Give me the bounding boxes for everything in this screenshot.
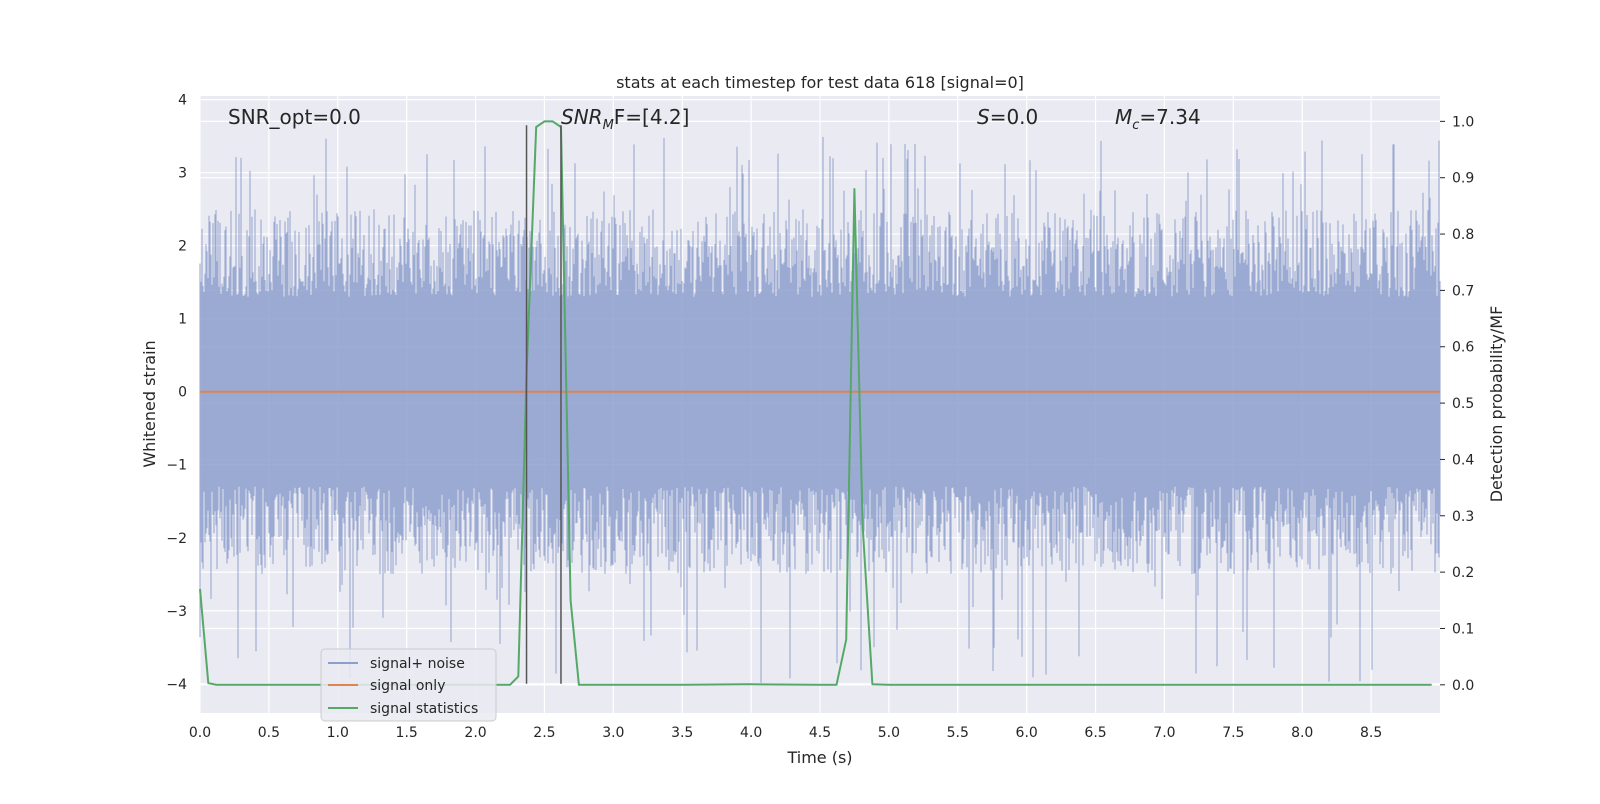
y2-tick-label: 0.8 [1452,227,1474,243]
x-tick-label: 8.5 [1360,725,1382,741]
x-tick-label: 5.5 [947,725,969,741]
y2-tick-label: 0.0 [1452,678,1474,694]
y2-tick-label: 0.6 [1452,340,1474,356]
y2-axis-label: Detection probability/MF [1487,306,1506,503]
y-tick-label: 4 [178,93,187,109]
annotation-snr-opt: SNR_opt=0.0 [228,105,361,129]
x-tick-label: 7.5 [1222,725,1244,741]
x-tick-label: 1.0 [327,725,349,741]
y-tick-label: −4 [166,677,187,693]
x-tick-label: 7.0 [1153,725,1175,741]
legend-label-signal-noise: signal+ noise [370,656,465,672]
legend: signal+ noise signal only signal statist… [320,648,497,722]
signal-noise-trace [199,136,1441,683]
annotations: SNR_opt=0.0 SNRMF=[4.2] S=0.0 Mc=7.34 [228,105,1201,133]
x-tick-label: 6.5 [1084,725,1106,741]
x-axis-label: Time (s) [786,748,852,767]
noise-series [199,136,1441,683]
y2-tick-label: 0.3 [1452,509,1474,525]
y-axis-label: Whitened strain [140,340,159,467]
x-tick-label: 3.0 [602,725,624,741]
x-tick-label: 4.0 [740,725,762,741]
y2-tick-label: 0.1 [1452,621,1474,637]
legend-label-signal-only: signal only [370,678,445,694]
vertical-markers [525,125,562,684]
x-tick-label: 2.5 [533,725,555,741]
legend-label-signal-statistics: signal statistics [370,701,478,717]
y2-tick-label: 0.9 [1452,171,1474,187]
y2-tick-label: 0.2 [1452,565,1474,581]
y-tick-label: −3 [166,604,187,620]
chart-title: stats at each timestep for test data 618… [616,73,1024,92]
annotation-snr-mf: SNRMF=[4.2] [561,105,689,133]
tick-labels: 0.0 0.5 1.0 1.5 2.0 2.5 3.0 3.5 4.0 4.5 5.0 5.5 6.0 6… [166,93,1474,741]
y-tick-label: 3 [178,166,187,182]
x-tick-label: 4.5 [809,725,831,741]
x-tick-label: 2.0 [464,725,486,741]
annotation-mc: Mc=7.34 [1115,105,1201,133]
y2-tick-label: 0.4 [1452,452,1474,468]
x-tick-label: 3.5 [671,725,693,741]
y-tick-label: −2 [166,531,187,547]
x-tick-label: 5.0 [878,725,900,741]
x-tick-label: 1.5 [396,725,418,741]
x-tick-label: 6.0 [1016,725,1038,741]
y-tick-label: 1 [178,312,187,328]
legend-box [320,648,497,722]
y2-tick-label: 0.7 [1452,283,1474,299]
y2-tick-label: 0.5 [1452,396,1474,412]
x-tick-label: 0.0 [189,725,211,741]
y-tick-label: −1 [166,458,187,474]
x-tick-label: 0.5 [258,725,280,741]
y2-tick-label: 1.0 [1452,114,1474,130]
annotation-s: S=0.0 [977,105,1038,129]
x-tick-label: 8.0 [1291,725,1313,741]
y-tick-label: 2 [178,239,187,255]
y-tick-label: 0 [178,385,187,401]
